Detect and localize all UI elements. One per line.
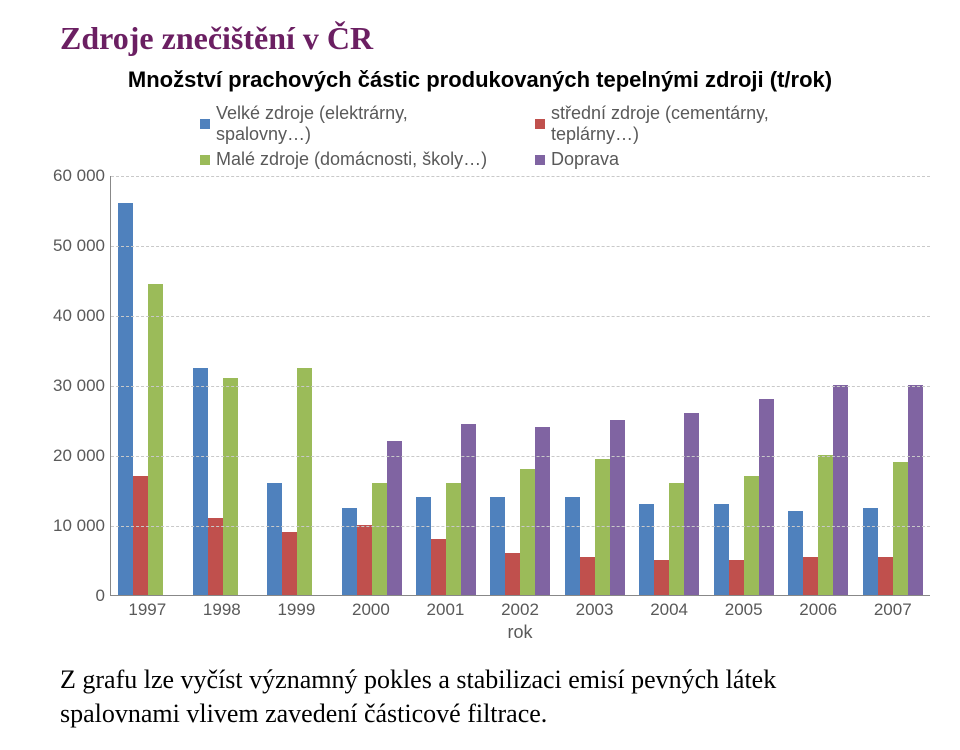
- slide-page: Zdroje znečištění v ČR Množství prachový…: [0, 0, 960, 750]
- bar: [759, 399, 774, 595]
- bar: [729, 560, 744, 595]
- gridline: [111, 386, 930, 387]
- x-axis: 1997199819992000200120022003200420052006…: [110, 600, 930, 620]
- bar: [118, 203, 133, 595]
- bar: [684, 413, 699, 595]
- bar: [372, 483, 387, 595]
- legend-label: Malé zdroje (domácnosti, školy…): [216, 149, 487, 170]
- bar: [669, 483, 684, 595]
- bar: [357, 525, 372, 595]
- bar: [788, 511, 803, 595]
- x-tick-label: 2007: [855, 600, 930, 620]
- legend-swatch: [535, 155, 545, 165]
- gridline: [111, 316, 930, 317]
- bar: [818, 455, 833, 595]
- legend-item: Doprava: [535, 149, 840, 170]
- bar: [639, 504, 654, 595]
- legend-label: střední zdroje (cementárny, teplárny…): [551, 103, 840, 145]
- legend-swatch: [200, 155, 210, 165]
- legend-label: Doprava: [551, 149, 619, 170]
- x-tick-label: 1998: [185, 600, 260, 620]
- bar: [342, 508, 357, 596]
- bar: [223, 378, 238, 595]
- x-tick-label: 1999: [259, 600, 334, 620]
- bar: [490, 497, 505, 595]
- legend-item: Velké zdroje (elektrárny, spalovny…): [200, 103, 505, 145]
- y-tick-label: 10 000: [40, 516, 105, 536]
- bar: [193, 368, 208, 596]
- x-tick-label: 2004: [632, 600, 707, 620]
- bar: [833, 385, 848, 595]
- bar: [520, 469, 535, 595]
- bar: [803, 557, 818, 596]
- y-tick-label: 60 000: [40, 166, 105, 186]
- x-tick-label: 2002: [483, 600, 558, 620]
- y-tick-label: 30 000: [40, 376, 105, 396]
- chart-plot: [110, 176, 930, 596]
- bar: [148, 284, 163, 596]
- caption-text: Z grafu lze vyčíst významný pokles a sta…: [60, 663, 900, 731]
- y-tick-label: 20 000: [40, 446, 105, 466]
- bar: [908, 385, 923, 595]
- x-tick-label: 2005: [706, 600, 781, 620]
- bar: [387, 441, 402, 595]
- bar: [297, 368, 312, 596]
- bar: [878, 557, 893, 596]
- gridline: [111, 176, 930, 177]
- x-tick-label: 2001: [408, 600, 483, 620]
- x-axis-title: rok: [110, 622, 930, 643]
- bar: [505, 553, 520, 595]
- y-tick-label: 50 000: [40, 236, 105, 256]
- legend-item: Malé zdroje (domácnosti, školy…): [200, 149, 505, 170]
- legend-item: střední zdroje (cementárny, teplárny…): [535, 103, 840, 145]
- chart-legend: Velké zdroje (elektrárny, spalovny…) stře…: [200, 103, 840, 170]
- bar: [461, 424, 476, 596]
- bar: [446, 483, 461, 595]
- bar: [654, 560, 669, 595]
- bar: [714, 504, 729, 595]
- x-tick-label: 2003: [557, 600, 632, 620]
- legend-swatch: [200, 119, 210, 129]
- x-tick-label: 1997: [110, 600, 185, 620]
- gridline: [111, 246, 930, 247]
- bar: [431, 539, 446, 595]
- bar: [208, 518, 223, 595]
- chart-title: Množství prachových částic produkovaných…: [30, 67, 930, 93]
- bar: [893, 462, 908, 595]
- y-axis: 010 00020 00030 00040 00050 00060 000: [40, 176, 105, 596]
- y-tick-label: 0: [40, 586, 105, 606]
- legend-swatch: [535, 119, 545, 129]
- y-tick-label: 40 000: [40, 306, 105, 326]
- chart-area: 010 00020 00030 00040 00050 00060 000 19…: [110, 176, 910, 643]
- x-tick-label: 2006: [781, 600, 856, 620]
- bar: [580, 557, 595, 596]
- gridline: [111, 456, 930, 457]
- bar: [416, 497, 431, 595]
- bar: [535, 427, 550, 595]
- bar: [863, 508, 878, 596]
- gridline: [111, 526, 930, 527]
- bar: [282, 532, 297, 595]
- legend-label: Velké zdroje (elektrárny, spalovny…): [216, 103, 505, 145]
- bar: [610, 420, 625, 595]
- bar: [565, 497, 580, 595]
- x-tick-label: 2000: [334, 600, 409, 620]
- bar: [133, 476, 148, 595]
- bar: [267, 483, 282, 595]
- page-title: Zdroje znečištění v ČR: [60, 20, 930, 57]
- bar: [744, 476, 759, 595]
